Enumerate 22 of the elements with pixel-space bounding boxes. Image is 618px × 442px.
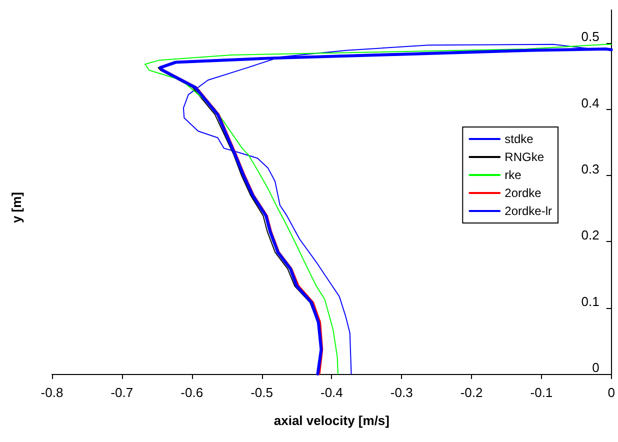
x-axis-title: axial velocity [m/s] [274,413,390,428]
x-tick-label: -0.5 [250,385,273,400]
y-tick-label: 0.5 [581,29,600,44]
y-axis-title: y [m] [9,192,24,224]
x-tick-label: 0 [608,385,615,400]
x-tick-label: -0.8 [40,385,64,400]
x-tick-label: -0.3 [390,385,413,400]
x-tick-label: -0.6 [180,385,204,400]
y-tick-label: 0.1 [581,294,600,309]
legend-label: RNGke [504,150,544,164]
y-tick-label: 0.2 [581,228,600,243]
x-tick-label: -0.7 [110,385,134,400]
x-tick-label: -0.2 [460,385,483,400]
legend-label: rke [504,168,522,182]
legend-label: stdke [504,132,534,146]
y-tick-label: 0.3 [581,161,600,176]
legend-label: 2ordke-lr [504,204,552,218]
y-tick-label: 0 [592,360,600,375]
x-tick-label: -0.1 [530,385,553,400]
y-tick-label: 0.4 [581,95,600,110]
x-tick-label: -0.4 [320,385,343,400]
legend-label: 2ordke [504,186,542,200]
